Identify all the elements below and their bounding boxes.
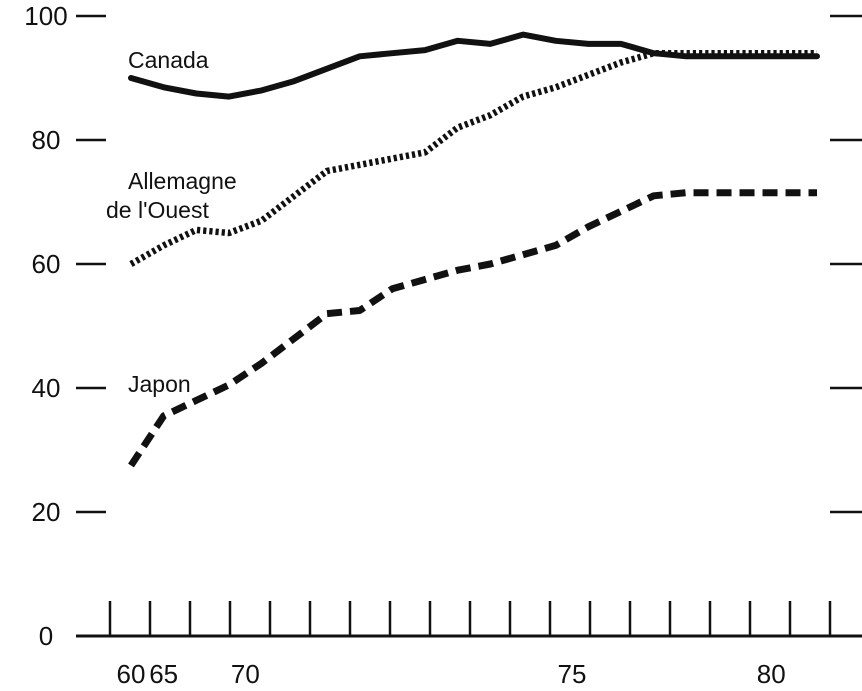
series-line-dotted [129, 49, 817, 267]
y-tick-label: 0 [39, 621, 53, 651]
x-axis: 60 65 70 75 80 [76, 601, 862, 689]
x-tick-label: 75 [558, 659, 587, 689]
x-tick-label: 60 [117, 659, 146, 689]
series-line-dashed [128, 189, 817, 468]
series-labels: Canada Allemagne de l'Ouest Japon [106, 47, 237, 397]
y-tick-label: 40 [32, 373, 61, 403]
x-tick-label: 70 [231, 659, 260, 689]
series-label-allemagne: Allemagne [128, 168, 237, 194]
series-label-de-louest: de l'Ouest [106, 197, 209, 223]
y-tick-label: 80 [32, 125, 61, 155]
series-label-japon: Japon [128, 371, 191, 397]
y-axis-left: 0 20 40 60 80 100 [24, 1, 106, 651]
y-tick-label: 60 [32, 249, 61, 279]
series-label-canada: Canada [128, 47, 209, 73]
y-tick-label: 100 [24, 1, 67, 31]
y-tick-label: 20 [32, 497, 61, 527]
x-tick-label: 80 [757, 659, 786, 689]
x-tick-label: 65 [149, 659, 178, 689]
series-lines [128, 31, 820, 468]
y-axis-right [830, 14, 862, 514]
series-line-solid [128, 31, 820, 100]
